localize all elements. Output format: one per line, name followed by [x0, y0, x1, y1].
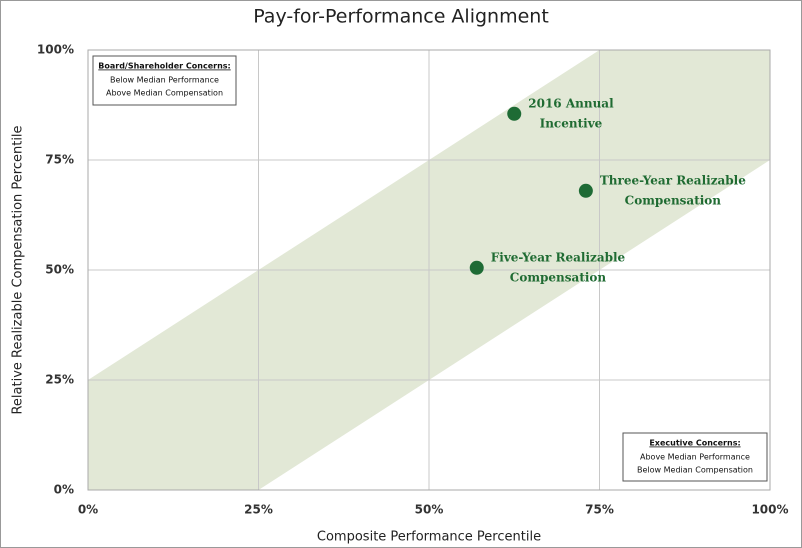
point-label: Compensation — [510, 270, 607, 284]
y-axis-label: Relative Realizable Compensation Percent… — [11, 125, 26, 414]
annotation-title: Executive Concerns: — [649, 439, 740, 448]
point-label: Incentive — [540, 116, 603, 130]
y-tick-label: 100% — [37, 43, 74, 57]
plot-border — [87, 49, 771, 491]
chart-title: Pay-for-Performance Alignment — [253, 6, 549, 28]
x-tick-label: 25% — [244, 503, 273, 517]
annotation-box — [92, 55, 237, 106]
annotation-box — [622, 432, 768, 482]
annotation-line: Below Median Compensation — [637, 466, 753, 475]
data-point — [507, 106, 522, 121]
data-point — [469, 260, 484, 275]
y-tick-label: 75% — [45, 153, 74, 167]
y-tick-label: 0% — [54, 483, 74, 497]
x-tick-label: 100% — [751, 503, 788, 517]
point-label: 2016 Annual — [528, 96, 614, 110]
annotation-title: Board/Shareholder Concerns: — [98, 62, 230, 71]
y-tick-label: 50% — [45, 263, 74, 277]
x-tick-label: 0% — [78, 503, 98, 517]
x-tick-label: 50% — [415, 503, 444, 517]
annotation-line: Above Median Compensation — [106, 89, 223, 98]
point-label: Three-Year Realizable — [600, 173, 746, 187]
y-tick-label: 25% — [45, 373, 74, 387]
x-tick-label: 75% — [585, 503, 614, 517]
point-label: Five-Year Realizable — [491, 250, 626, 264]
point-label: Compensation — [625, 193, 722, 207]
annotation-line: Below Median Performance — [110, 76, 219, 85]
data-point — [578, 183, 593, 198]
x-axis-label: Composite Performance Percentile — [317, 530, 541, 545]
annotation-line: Above Median Performance — [640, 453, 750, 462]
